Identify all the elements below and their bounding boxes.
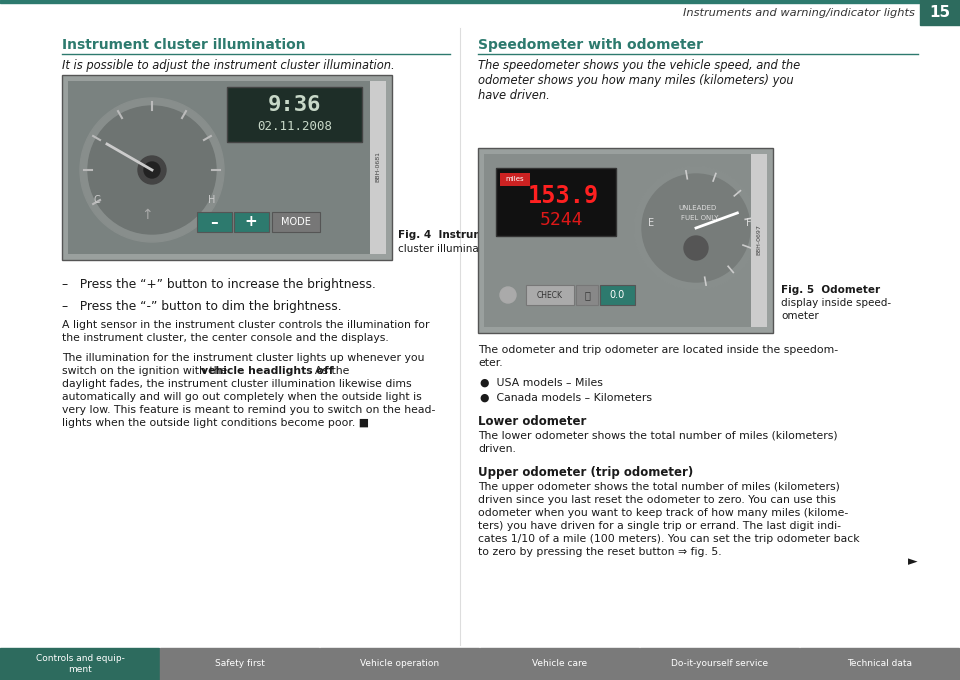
Text: . As the: . As the bbox=[308, 366, 349, 376]
Bar bbox=[800, 648, 959, 680]
Text: Instrument cluster illumination: Instrument cluster illumination bbox=[62, 38, 305, 52]
Text: ►: ► bbox=[908, 555, 918, 568]
Text: –: – bbox=[210, 214, 218, 230]
Text: Safety first: Safety first bbox=[215, 660, 265, 668]
Text: Fig. 5  Odometer: Fig. 5 Odometer bbox=[781, 285, 880, 295]
Text: odometer when you want to keep track of how many miles (kilome-: odometer when you want to keep track of … bbox=[478, 508, 849, 518]
Bar bbox=[576, 285, 598, 305]
Bar bbox=[0, 648, 159, 680]
Text: 02.11.2008: 02.11.2008 bbox=[257, 120, 332, 133]
Text: 0.0: 0.0 bbox=[610, 290, 625, 300]
Text: 5244: 5244 bbox=[540, 211, 583, 229]
Bar bbox=[68, 81, 386, 254]
Text: 9:36: 9:36 bbox=[268, 95, 322, 115]
Text: display inside speed-: display inside speed- bbox=[781, 298, 891, 308]
Bar bbox=[160, 648, 319, 680]
Bar bbox=[478, 148, 773, 333]
Bar bbox=[920, 0, 960, 25]
Text: MODE: MODE bbox=[281, 217, 311, 227]
Bar bbox=[640, 648, 799, 680]
Text: the instrument cluster, the center console and the displays.: the instrument cluster, the center conso… bbox=[62, 333, 389, 343]
Bar bbox=[496, 168, 616, 236]
Text: cates 1/10 of a mile (100 meters). You can set the trip odometer back: cates 1/10 of a mile (100 meters). You c… bbox=[478, 534, 859, 544]
Circle shape bbox=[642, 174, 750, 282]
Text: Speedometer with odometer: Speedometer with odometer bbox=[478, 38, 703, 52]
Bar bbox=[227, 87, 362, 142]
Bar bbox=[526, 285, 574, 305]
Bar bbox=[484, 154, 767, 327]
Text: It is possible to adjust the instrument cluster illumination.: It is possible to adjust the instrument … bbox=[62, 59, 395, 72]
Text: 🔧: 🔧 bbox=[584, 290, 590, 300]
Text: B8H-0697: B8H-0697 bbox=[756, 224, 761, 256]
Text: ●  Canada models – Kilometers: ● Canada models – Kilometers bbox=[480, 393, 652, 403]
Circle shape bbox=[88, 106, 216, 234]
Text: switch on the ignition with the: switch on the ignition with the bbox=[62, 366, 230, 376]
Text: driven since you last reset the odometer to zero. You can use this: driven since you last reset the odometer… bbox=[478, 495, 836, 505]
Text: Lower odometer: Lower odometer bbox=[478, 415, 587, 428]
Text: Upper odometer (trip odometer): Upper odometer (trip odometer) bbox=[478, 466, 693, 479]
Text: Instruments and warning/indicator lights: Instruments and warning/indicator lights bbox=[684, 8, 915, 18]
Circle shape bbox=[634, 166, 758, 290]
Text: C: C bbox=[94, 195, 101, 205]
Text: +: + bbox=[245, 214, 257, 230]
Bar bbox=[197, 212, 232, 232]
Circle shape bbox=[500, 287, 516, 303]
Text: CHECK: CHECK bbox=[537, 290, 563, 299]
Text: –   Press the “-” button to dim the brightness.: – Press the “-” button to dim the bright… bbox=[62, 300, 342, 313]
Text: cluster illumination: cluster illumination bbox=[398, 244, 499, 254]
Text: automatically and will go out completely when the outside light is: automatically and will go out completely… bbox=[62, 392, 421, 402]
Circle shape bbox=[80, 98, 224, 242]
Text: The illumination for the instrument cluster lights up whenever you: The illumination for the instrument clus… bbox=[62, 353, 424, 363]
Text: 153.9: 153.9 bbox=[528, 184, 600, 208]
Bar bbox=[234, 212, 269, 232]
Text: Do-it-yourself service: Do-it-yourself service bbox=[671, 660, 769, 668]
Text: to zero by pressing the reset button ⇒ fig. 5.: to zero by pressing the reset button ⇒ f… bbox=[478, 547, 722, 557]
Text: Vehicle operation: Vehicle operation bbox=[360, 660, 440, 668]
Text: The speedometer shows you the vehicle speed, and the: The speedometer shows you the vehicle sp… bbox=[478, 59, 801, 72]
Bar bbox=[480, 648, 639, 680]
Circle shape bbox=[144, 162, 160, 178]
Bar bbox=[751, 154, 767, 327]
Text: ometer: ometer bbox=[781, 311, 819, 321]
Text: The upper odometer shows the total number of miles (kilometers): The upper odometer shows the total numbe… bbox=[478, 482, 840, 492]
Bar bbox=[272, 212, 320, 232]
Text: lights when the outside light conditions become poor. ■: lights when the outside light conditions… bbox=[62, 418, 369, 428]
Bar bbox=[320, 648, 479, 680]
Circle shape bbox=[684, 236, 708, 260]
Text: F: F bbox=[746, 218, 752, 228]
Bar bbox=[0, 0, 960, 3]
Text: H: H bbox=[208, 195, 215, 205]
Text: –   Press the “+” button to increase the brightness.: – Press the “+” button to increase the b… bbox=[62, 278, 376, 291]
Text: Controls and equip-
ment: Controls and equip- ment bbox=[36, 654, 125, 674]
Circle shape bbox=[138, 156, 166, 184]
Text: have driven.: have driven. bbox=[478, 89, 550, 102]
Text: odometer shows you how many miles (kilometers) you: odometer shows you how many miles (kilom… bbox=[478, 74, 794, 87]
Text: The odometer and trip odometer are located inside the speedom-: The odometer and trip odometer are locat… bbox=[478, 345, 838, 355]
Text: Technical data: Technical data bbox=[848, 660, 913, 668]
Text: A light sensor in the instrument cluster controls the illumination for: A light sensor in the instrument cluster… bbox=[62, 320, 429, 330]
Text: ●  USA models – Miles: ● USA models – Miles bbox=[480, 378, 603, 388]
Text: ↑: ↑ bbox=[141, 208, 153, 222]
Text: very low. This feature is meant to remind you to switch on the head-: very low. This feature is meant to remin… bbox=[62, 405, 436, 415]
Text: ters) you have driven for a single trip or errand. The last digit indi-: ters) you have driven for a single trip … bbox=[478, 521, 841, 531]
Text: driven.: driven. bbox=[478, 444, 516, 454]
Bar bbox=[370, 81, 386, 254]
Text: eter.: eter. bbox=[478, 358, 503, 368]
Text: daylight fades, the instrument cluster illumination likewise dims: daylight fades, the instrument cluster i… bbox=[62, 379, 412, 389]
Text: Vehicle care: Vehicle care bbox=[533, 660, 588, 668]
Bar bbox=[62, 75, 392, 260]
Text: miles: miles bbox=[506, 176, 524, 182]
Text: vehicle headlights off: vehicle headlights off bbox=[202, 366, 334, 376]
Text: UNLEADED: UNLEADED bbox=[678, 205, 716, 211]
Bar bbox=[500, 173, 530, 186]
Text: 15: 15 bbox=[929, 5, 950, 20]
Text: The lower odometer shows the total number of miles (kilometers): The lower odometer shows the total numbe… bbox=[478, 431, 838, 441]
Text: Fig. 4  Instrument: Fig. 4 Instrument bbox=[398, 230, 504, 240]
Text: E: E bbox=[648, 218, 654, 228]
Bar bbox=[600, 285, 635, 305]
Text: BBH-0681: BBH-0681 bbox=[375, 152, 380, 182]
Text: FUEL ONLY: FUEL ONLY bbox=[681, 215, 718, 221]
